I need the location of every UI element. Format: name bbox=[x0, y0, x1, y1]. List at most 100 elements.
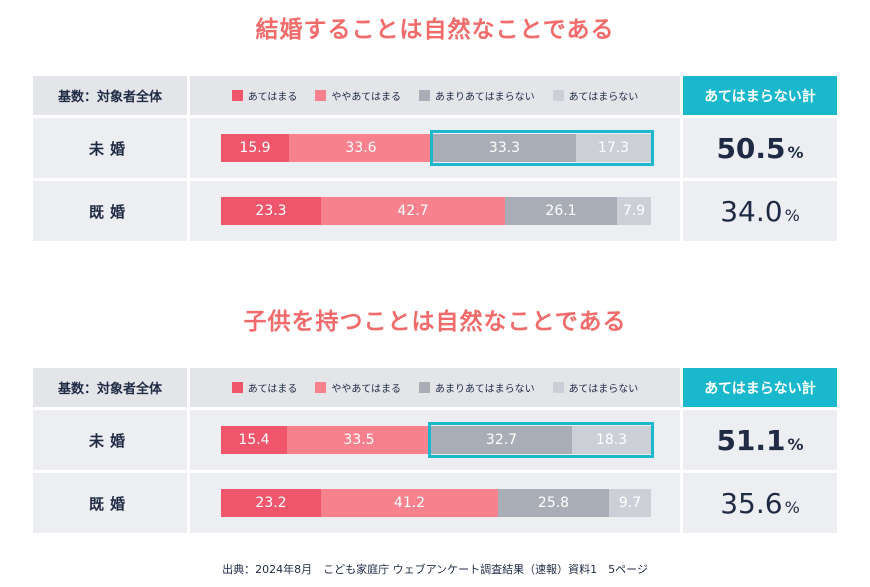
total-value: 34.0 bbox=[720, 194, 783, 228]
bar-segment: 23.3 bbox=[221, 197, 321, 225]
total-value: 50.5 bbox=[716, 131, 786, 165]
legend-swatch bbox=[552, 382, 564, 393]
legend-item: あてはまる bbox=[231, 88, 298, 103]
legend-item: あまりあてはまらない bbox=[419, 88, 535, 103]
bar-value-label: 26.1 bbox=[545, 203, 577, 219]
source-note: 出典：2024年8月 こども家庭庁 ウェブアンケート調査結果（速報）資料1 5ペ… bbox=[222, 563, 648, 576]
bar-value-label: 33.3 bbox=[488, 140, 521, 156]
legend: あてはまる ややあてはまる あまりあてはまらない あてはまらない bbox=[190, 76, 680, 115]
bar-segment: 32.7 bbox=[431, 426, 572, 454]
row-label-cell bbox=[33, 118, 187, 178]
bar-segment: 26.1 bbox=[505, 197, 617, 225]
legend-label: ややあてはまる bbox=[331, 384, 401, 395]
bar-segment: 33.3 bbox=[433, 134, 576, 162]
row-total: 51.1% bbox=[683, 410, 837, 470]
bar-row: 23.2 41.2 25.8 9.7 bbox=[190, 473, 680, 533]
chart-title: 結婚することは自然なことである bbox=[255, 17, 615, 43]
legend-label: あまりあてはまらない bbox=[435, 92, 535, 103]
header-cell bbox=[33, 368, 187, 407]
row-total: 35.6% bbox=[683, 473, 837, 533]
legend-cell bbox=[190, 368, 680, 407]
bar-segment: 33.6 bbox=[289, 134, 433, 162]
bar-value-label: 17.3 bbox=[597, 140, 630, 156]
bar-segment: 18.3 bbox=[572, 426, 651, 454]
legend-label: ややあてはまる bbox=[331, 92, 401, 103]
bar-segment: 41.2 bbox=[321, 489, 498, 517]
legend-label: あてはまらない bbox=[568, 92, 639, 103]
row-label: 既婚 bbox=[88, 494, 131, 513]
bar-segment: 15.9 bbox=[221, 134, 289, 162]
bar-value-label: 15.4 bbox=[238, 432, 270, 448]
percent-sign: % bbox=[784, 497, 800, 517]
stacked-bar: 15.4 33.5 32.7 18.3 bbox=[221, 426, 651, 454]
chart-title: 子供を持つことは自然なことである bbox=[243, 309, 627, 335]
percent-sign: % bbox=[787, 142, 804, 162]
bar-value-label: 7.9 bbox=[622, 203, 646, 219]
base-label: 基数：対象者全体 bbox=[57, 382, 162, 397]
bar-value-label: 23.3 bbox=[255, 203, 287, 219]
legend-cell bbox=[190, 76, 680, 115]
bar-segment: 7.9 bbox=[617, 197, 651, 225]
bar-segment: 9.7 bbox=[609, 489, 651, 517]
legend-swatch bbox=[231, 382, 243, 393]
total-value: 51.1 bbox=[716, 423, 786, 457]
legend: あてはまる ややあてはまる あまりあてはまらない あてはまらない bbox=[190, 368, 680, 407]
legend-label: あてはまらない bbox=[568, 384, 639, 395]
bar-row: 15.4 33.5 32.7 18.3 bbox=[190, 410, 680, 470]
bar-value-label: 23.2 bbox=[255, 495, 287, 511]
row-total-cell bbox=[683, 181, 837, 241]
legend-label: あてはまる bbox=[247, 92, 298, 103]
row-total-cell bbox=[683, 410, 837, 470]
bar-value-label: 33.6 bbox=[345, 140, 377, 156]
row-total-cell bbox=[683, 118, 837, 178]
bar-value-label: 33.5 bbox=[343, 432, 375, 448]
base-label: 基数：対象者全体 bbox=[57, 90, 162, 105]
row-label-cell bbox=[33, 473, 187, 533]
legend-swatch bbox=[315, 382, 327, 393]
percent-sign: % bbox=[787, 434, 804, 454]
legend-label: あてはまる bbox=[247, 384, 298, 395]
row-label: 未婚 bbox=[88, 431, 131, 450]
bar-value-label: 18.3 bbox=[595, 432, 628, 448]
bar-value-label: 41.2 bbox=[393, 495, 426, 511]
bar-segment: 15.4 bbox=[221, 426, 287, 454]
row-total-cell bbox=[683, 473, 837, 533]
stacked-bar: 15.9 33.6 33.3 17.3 bbox=[221, 134, 651, 162]
row-label-cell bbox=[33, 181, 187, 241]
bar-segment: 33.5 bbox=[287, 426, 431, 454]
legend-item: あてはまらない bbox=[552, 88, 639, 103]
legend-swatch bbox=[315, 90, 327, 101]
legend-item: あまりあてはまらない bbox=[419, 380, 535, 395]
row-total: 34.0% bbox=[683, 181, 837, 241]
legend-item: ややあてはまる bbox=[315, 88, 401, 103]
bar-segment: 42.7 bbox=[321, 197, 505, 225]
bar-segment: 25.8 bbox=[498, 489, 609, 517]
total-header: あてはまらない計 bbox=[683, 368, 837, 407]
bar-segment: 17.3 bbox=[576, 134, 651, 162]
bar-segment: 23.2 bbox=[221, 489, 321, 517]
row-label: 未婚 bbox=[88, 139, 131, 158]
legend-swatch bbox=[231, 90, 243, 101]
percent-sign: % bbox=[784, 205, 800, 225]
bar-value-label: 42.7 bbox=[397, 203, 429, 219]
legend-swatch bbox=[552, 90, 564, 101]
row-label-cell bbox=[33, 410, 187, 470]
bar-value-label: 25.8 bbox=[537, 495, 570, 511]
total-value: 35.6 bbox=[720, 486, 783, 520]
legend-item: ややあてはまる bbox=[315, 380, 401, 395]
row-total: 50.5% bbox=[683, 118, 837, 178]
legend-swatch bbox=[419, 90, 430, 101]
legend-item: あてはまらない bbox=[552, 380, 639, 395]
bar-value-label: 9.7 bbox=[618, 495, 642, 511]
stacked-bar: 23.2 41.2 25.8 9.7 bbox=[221, 489, 651, 517]
legend-item: あてはまる bbox=[231, 380, 298, 395]
stacked-bar: 23.3 42.7 26.1 7.9 bbox=[221, 197, 651, 225]
bar-row: 23.3 42.7 26.1 7.9 bbox=[190, 181, 680, 241]
bar-value-label: 32.7 bbox=[485, 432, 518, 448]
header-cell bbox=[33, 76, 187, 115]
bar-value-label: 15.9 bbox=[239, 140, 271, 156]
bar-row: 15.9 33.6 33.3 17.3 bbox=[190, 118, 680, 178]
legend-swatch bbox=[419, 382, 430, 393]
legend-label: あまりあてはまらない bbox=[435, 384, 535, 395]
total-header: あてはまらない計 bbox=[683, 76, 837, 115]
